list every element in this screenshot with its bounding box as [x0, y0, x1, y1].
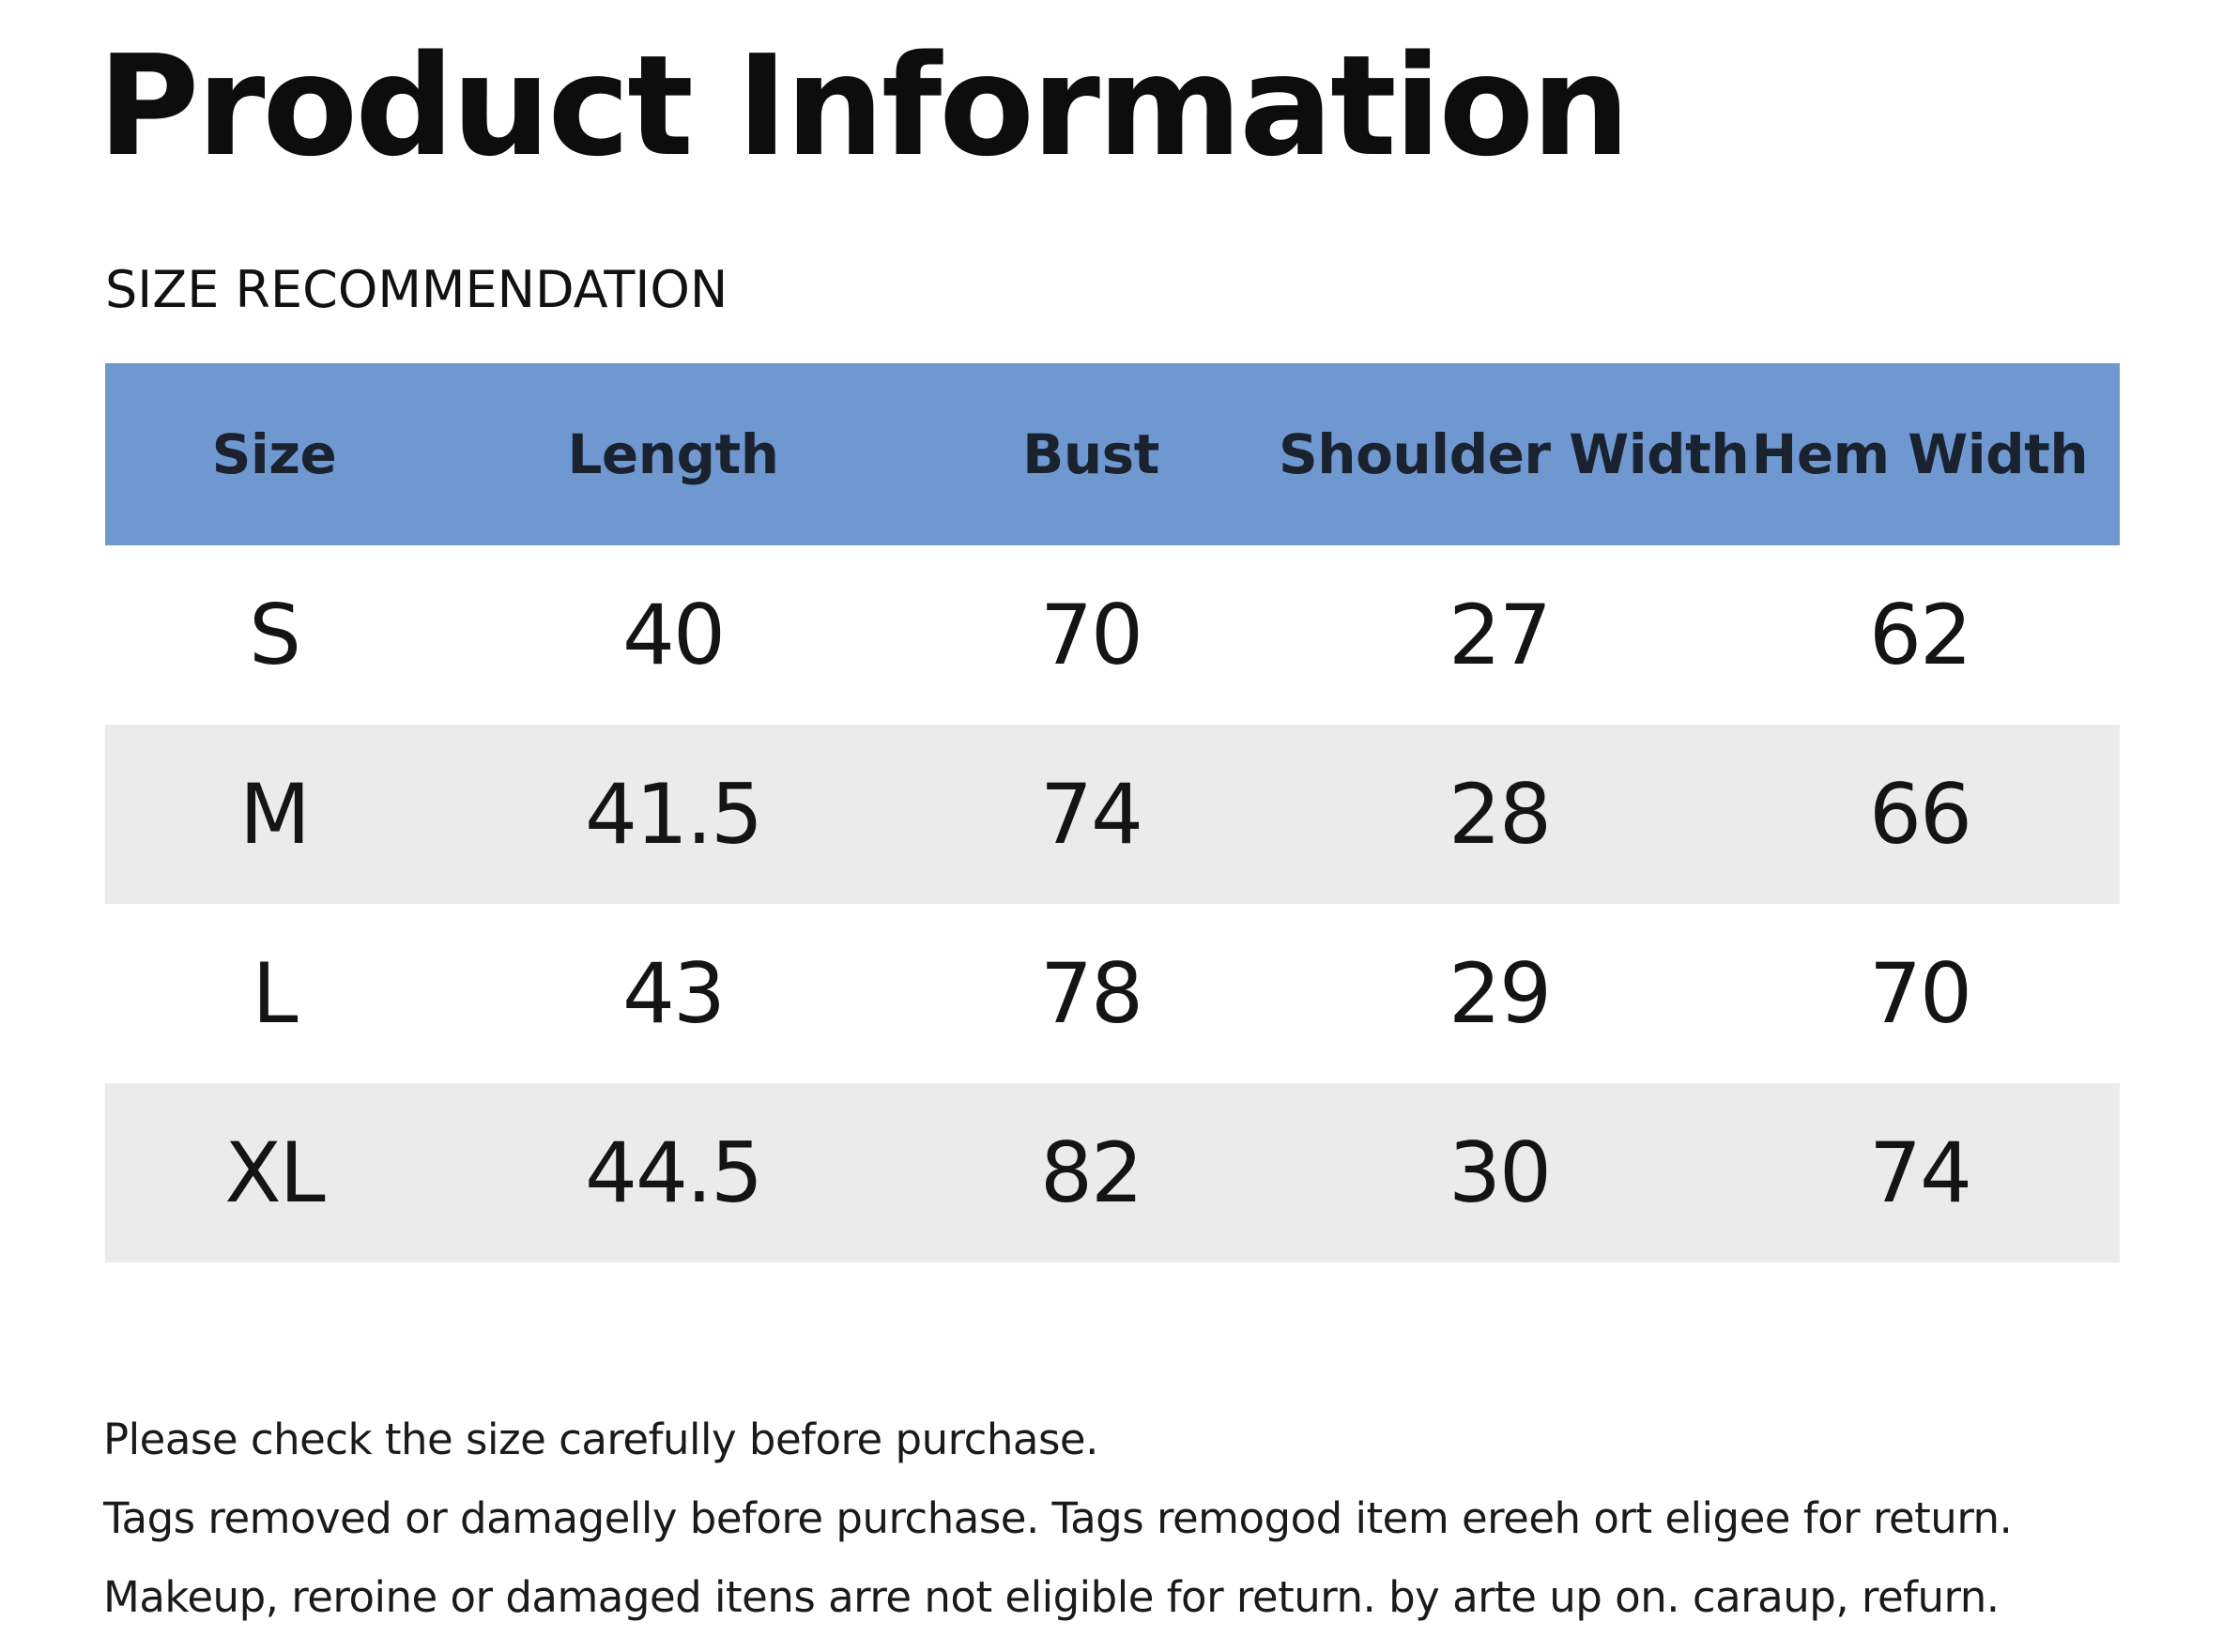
- table-row: L 43 78 29 70: [105, 904, 2120, 1083]
- table-row: S 40 70 27 62: [105, 545, 2120, 725]
- cell-length: 41.5: [585, 766, 763, 863]
- cell-length: 44.5: [585, 1124, 763, 1221]
- header-hem-width: Hem Width: [1751, 422, 2089, 486]
- cell-bust: 74: [1040, 766, 1143, 863]
- header-length: Length: [567, 422, 779, 486]
- cell-bust: 82: [1040, 1124, 1143, 1221]
- table-header-row: Size Length Bust Shoulder Width Hem Widt…: [105, 363, 2120, 545]
- cell-bust: 78: [1040, 945, 1143, 1042]
- cell-bust: 70: [1040, 587, 1143, 683]
- note-size-check: Please check the size carefully before p…: [103, 1415, 1098, 1464]
- cell-size: S: [249, 587, 301, 683]
- cell-length: 40: [622, 587, 726, 683]
- cell-size: L: [252, 945, 298, 1042]
- note-makeup-policy: Makeup, reroine or damaged itens arre no…: [103, 1572, 2000, 1622]
- page-title: Product Information: [98, 25, 1631, 187]
- cell-hem-width: 70: [1869, 945, 1972, 1042]
- cell-shoulder-width: 29: [1449, 945, 1552, 1042]
- header-shoulder-width: Shoulder Width: [1279, 422, 1750, 486]
- cell-hem-width: 66: [1869, 766, 1972, 863]
- notes-list: Please check the size carefully before p…: [103, 1400, 2013, 1637]
- cell-length: 43: [622, 945, 726, 1042]
- table-row: M 41.5 74 28 66: [105, 725, 2120, 904]
- header-size: Size: [211, 422, 337, 486]
- cell-hem-width: 62: [1869, 587, 1972, 683]
- section-heading: SIZE RECOMMENDATION: [105, 260, 728, 319]
- cell-shoulder-width: 27: [1449, 587, 1552, 683]
- cell-shoulder-width: 30: [1449, 1124, 1552, 1221]
- header-bust: Bust: [1022, 422, 1159, 486]
- size-table: Size Length Bust Shoulder Width Hem Widt…: [105, 363, 2120, 1262]
- cell-size: XL: [224, 1124, 325, 1221]
- cell-hem-width: 74: [1869, 1124, 1972, 1221]
- note-tags-policy: Tags removed or damagelly before purchas…: [103, 1493, 2013, 1543]
- cell-shoulder-width: 28: [1449, 766, 1552, 863]
- cell-size: M: [239, 766, 311, 863]
- table-row: XL 44.5 82 30 74: [105, 1083, 2120, 1262]
